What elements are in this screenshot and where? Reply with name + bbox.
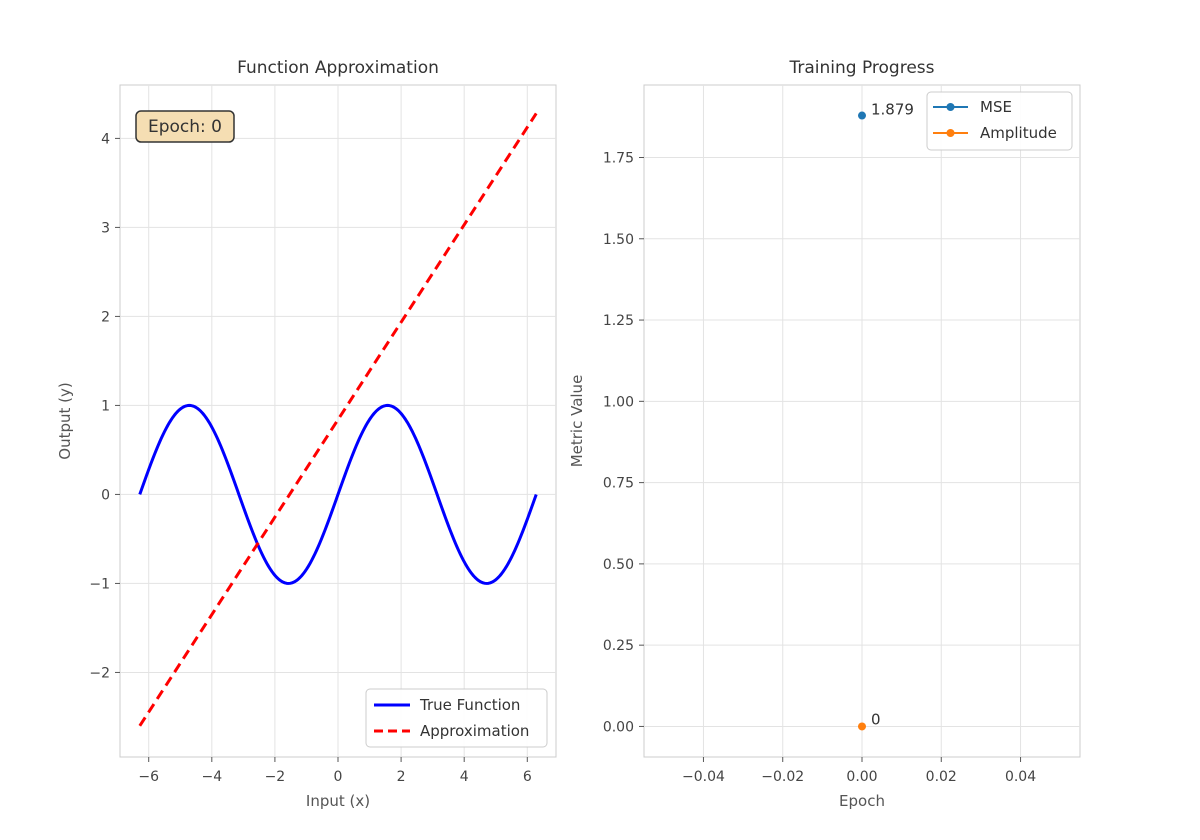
- left-y-tick-label: 1: [101, 398, 110, 414]
- epoch-annotation: Epoch: 0: [135, 110, 235, 143]
- right-ticks: −0.04 −0.02 0.00 0.02 0.04 0.00 0.25 0.50 0.75 1.…: [603, 150, 1036, 785]
- left-y-tick-label: −1: [89, 576, 110, 592]
- right-x-tick-label: 0.02: [926, 769, 957, 785]
- right-y-tick-label: 1.50: [603, 232, 634, 248]
- left-x-tick-label: 6: [523, 769, 532, 785]
- left-y-tick-label: 2: [101, 309, 110, 325]
- epoch-annotation-box: [135, 110, 235, 143]
- left-y-axis-label: Output (y): [56, 382, 74, 459]
- right-x-tick-label: 0.04: [1005, 769, 1036, 785]
- right-x-tick-label: −0.02: [761, 769, 804, 785]
- right-y-tick-label: 1.00: [603, 394, 634, 410]
- right-legend: MSE Amplitude: [926, 91, 1073, 151]
- right-grid: [644, 85, 1080, 757]
- left-x-tick-label: 4: [460, 769, 469, 785]
- right-y-tick-label: 1.75: [603, 150, 634, 166]
- left-chart-title: Function Approximation: [237, 58, 439, 78]
- left-y-tick-label: 0: [101, 487, 110, 503]
- left-legend: True Function Approximation: [365, 688, 548, 748]
- right-series: 1.879 0: [858, 101, 914, 731]
- legend-true-function-label: True Function: [419, 696, 520, 714]
- epoch-annotation-text: Epoch: 0: [148, 117, 222, 137]
- legend-amplitude-label: Amplitude: [980, 124, 1057, 142]
- true-function-line: [138, 403, 538, 585]
- left-x-axis-label: Input (x): [306, 792, 370, 810]
- right-y-tick-label: 0.00: [603, 719, 634, 735]
- right-y-tick-label: 0.25: [603, 638, 634, 654]
- right-y-tick-label: 0.50: [603, 557, 634, 573]
- legend-mse-marker: [946, 103, 955, 111]
- left-x-tick-label: −6: [138, 769, 159, 785]
- left-legend-box: [365, 688, 548, 748]
- left-y-tick-label: 4: [101, 131, 110, 147]
- approximation-line: [138, 112, 538, 727]
- left-y-tick-label: −2: [89, 665, 110, 681]
- function-approximation-panel: −6 −4 −2 0 2 4 6 −2 −1 0 1 2 3 4 Function Approximati…: [56, 58, 557, 810]
- left-x-tick-label: −4: [201, 769, 222, 785]
- mse-value-label: 1.879: [871, 101, 914, 119]
- left-x-tick-label: 2: [397, 769, 406, 785]
- amplitude-value-label: 0: [871, 710, 881, 728]
- legend-amplitude-marker: [946, 129, 955, 137]
- right-chart-title: Training Progress: [788, 58, 934, 78]
- right-x-axis-label: Epoch: [839, 792, 885, 810]
- mse-point: [858, 111, 866, 120]
- amplitude-point: [858, 722, 866, 731]
- left-series: [138, 112, 538, 727]
- right-y-tick-label: 0.75: [603, 476, 634, 492]
- right-y-axis-label: Metric Value: [568, 375, 586, 468]
- training-progress-panel: −0.04 −0.02 0.00 0.02 0.04 0.00 0.25 0.50 0.75 1.…: [568, 58, 1081, 810]
- left-y-tick-label: 3: [101, 220, 110, 236]
- right-y-tick-label: 1.25: [603, 313, 634, 329]
- right-x-tick-label: 0.00: [846, 769, 877, 785]
- left-x-tick-label: 0: [334, 769, 343, 785]
- right-x-tick-label: −0.04: [682, 769, 725, 785]
- legend-approximation-label: Approximation: [420, 722, 529, 740]
- legend-mse-label: MSE: [980, 98, 1012, 116]
- left-ticks: −6 −4 −2 0 2 4 6 −2 −1 0 1 2 3 4: [89, 131, 531, 785]
- left-x-tick-label: −2: [265, 769, 286, 785]
